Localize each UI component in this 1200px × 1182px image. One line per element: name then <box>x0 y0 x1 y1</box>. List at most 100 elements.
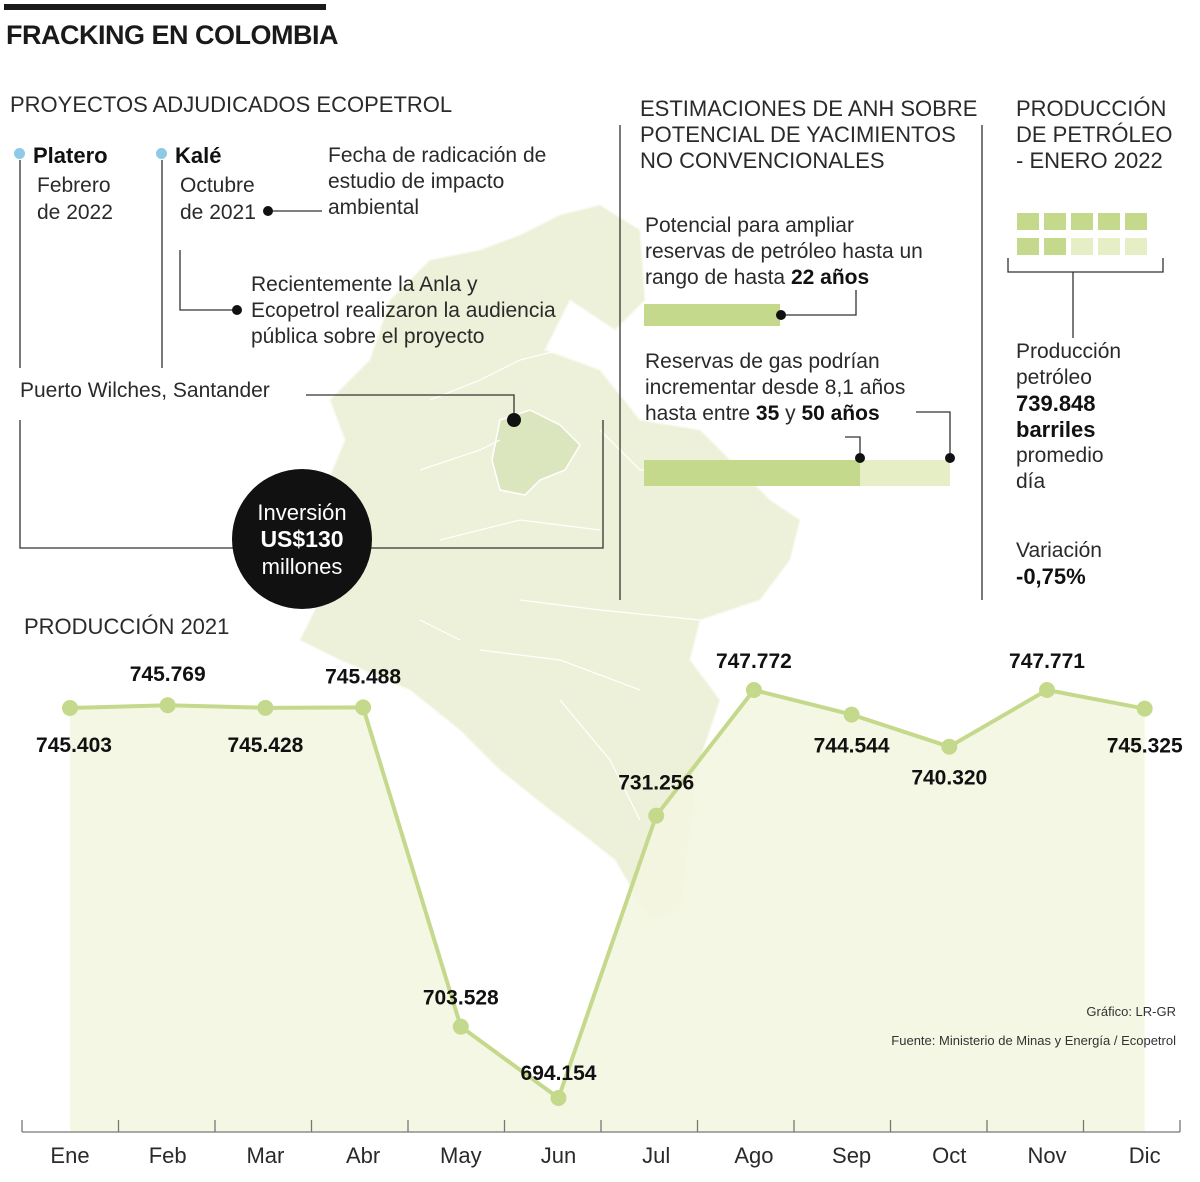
oil-years: 22 años <box>790 266 870 289</box>
investment-amount: US$130 <box>260 525 344 552</box>
grid-cell <box>1044 238 1066 255</box>
investment-circle: Inversión US$130 millones <box>232 469 372 609</box>
grid-cell <box>1125 213 1147 230</box>
note-radicacion-2: estudio de impacto <box>328 170 505 193</box>
audiencia-dot <box>232 305 242 315</box>
gas-text-prefix: hasta entre <box>645 402 756 425</box>
x-tick-label: Dic <box>1129 1143 1161 1168</box>
x-tick-label: Sep <box>832 1143 871 1168</box>
data-label: 745.488 <box>325 665 401 688</box>
credit-fuente: Fuente: Ministerio de Minas y Energía / … <box>891 1033 1176 1048</box>
projects-heading: PROYECTOS ADJUDICADOS ECOPETROL <box>10 92 453 117</box>
note-radicacion-1: Fecha de radicación de <box>328 144 547 167</box>
radicacion-dot <box>263 206 273 216</box>
x-tick-label: Nov <box>1027 1143 1066 1168</box>
oil-text-1: Potencial para ampliar <box>645 214 854 237</box>
gas-years-low: 35 <box>755 402 780 425</box>
x-tick-label: Feb <box>149 1143 187 1168</box>
data-point <box>941 738 958 755</box>
data-label: 703.528 <box>423 987 499 1010</box>
platero-date-1: Febrero <box>37 174 111 197</box>
chart-line <box>69 688 1146 1100</box>
gas-high-leader <box>916 411 951 458</box>
data-point <box>62 700 78 717</box>
data-point <box>745 682 762 698</box>
prod-value-2: barriles <box>1016 417 1096 442</box>
data-label: 747.771 <box>1009 650 1085 673</box>
variation-label: Variación <box>1016 539 1102 562</box>
x-tick-label: May <box>440 1143 482 1168</box>
x-tick-label: Jun <box>541 1143 576 1168</box>
gas-bar-low-dot <box>855 453 865 463</box>
location-dot <box>507 413 521 427</box>
grid-cell <box>1098 238 1120 255</box>
note-audiencia-3: pública sobre el proyecto <box>251 325 485 348</box>
chart-area <box>70 690 1145 1132</box>
gas-text-1: Reservas de gas podrían <box>645 350 880 373</box>
oil-text-3: rango de hasta 22 años <box>645 264 869 291</box>
note-audiencia-2: Ecopetrol realizaron la audiencia <box>251 299 556 322</box>
oil-text-prefix: rango de hasta <box>645 266 791 289</box>
note-radicacion-3: ambiental <box>328 196 420 219</box>
x-tick-label: Oct <box>932 1143 966 1168</box>
data-point <box>1136 700 1153 717</box>
data-label: 740.320 <box>911 767 987 790</box>
credit-grafico: Gráfico: LR-GR <box>1086 1004 1176 1019</box>
prod-label-2: petróleo <box>1016 366 1092 389</box>
data-point <box>355 699 372 716</box>
grid-cell <box>1017 238 1039 255</box>
x-tick-label: Jul <box>642 1143 670 1168</box>
gas-years-high: 50 años <box>801 402 880 425</box>
audiencia-leader <box>179 250 237 311</box>
prod-heading-3: - ENERO 2022 <box>1016 148 1163 173</box>
kale-name: Kalé <box>175 143 222 168</box>
data-point <box>843 706 860 723</box>
gas-bar-low <box>644 460 860 486</box>
investment-line3: millones <box>261 553 343 579</box>
kale-date-2: de 2021 <box>180 201 256 224</box>
anh-heading-3: NO CONVENCIONALES <box>640 148 885 173</box>
gas-low-leader <box>845 436 861 458</box>
data-label: 744.544 <box>814 735 890 758</box>
grid-cell <box>1071 238 1093 255</box>
prod-value-1: 739.848 <box>1016 391 1096 416</box>
prod-heading-1: PRODUCCIÓN <box>1016 96 1167 121</box>
anh-heading-1: ESTIMACIONES DE ANH SOBRE <box>640 96 978 121</box>
x-tick-label: Mar <box>246 1143 284 1168</box>
oil-bar <box>644 304 780 326</box>
data-label: 731.256 <box>618 772 694 795</box>
variation-value: -0,75% <box>1016 564 1086 589</box>
x-tick-label: Abr <box>346 1143 380 1168</box>
oil-text-2: reservas de petróleo hasta un <box>645 240 923 263</box>
data-label: 745.769 <box>130 663 206 686</box>
oil-bar-leader <box>781 290 857 316</box>
oil-bar-dot <box>776 310 786 320</box>
gas-bar-high-dot <box>945 453 955 463</box>
x-tick-label: Ago <box>734 1143 773 1168</box>
grid-cell <box>1125 238 1147 255</box>
data-label: 694.154 <box>521 1062 597 1085</box>
note-audiencia-1: Recientemente la Anla y <box>251 273 478 296</box>
gas-text-3: hasta entre 35 y 50 años <box>645 400 880 427</box>
investment-line1: Inversión <box>257 499 347 525</box>
kale-date-1: Octubre <box>180 174 255 197</box>
prod-bracket <box>1007 258 1164 273</box>
grid-cell <box>1098 213 1120 230</box>
prod-label-1: Producción <box>1016 340 1122 363</box>
chart-title: PRODUCCIÓN 2021 <box>24 614 230 639</box>
data-point <box>452 1018 469 1035</box>
data-label: 747.772 <box>716 650 792 673</box>
data-point <box>1039 682 1055 699</box>
data-label: 745.403 <box>36 734 112 757</box>
data-label: 745.428 <box>227 734 303 757</box>
gas-text-2: incrementar desde 8,1 años <box>645 376 906 399</box>
data-label: 745.325 <box>1107 735 1183 758</box>
location-label: Puerto Wilches, Santander <box>20 379 270 402</box>
top-rule <box>4 4 326 10</box>
location-leader <box>306 394 515 415</box>
platero-name: Platero <box>33 143 108 168</box>
prod-suffix-2: día <box>1016 470 1046 493</box>
